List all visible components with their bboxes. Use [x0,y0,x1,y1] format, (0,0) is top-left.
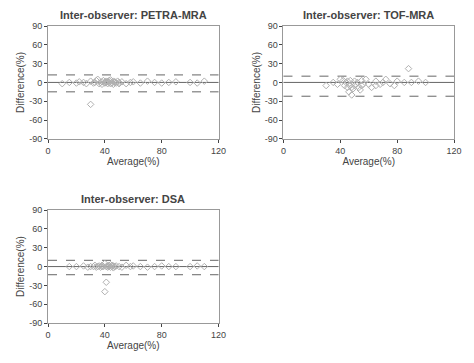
svg-text:40: 40 [335,146,345,156]
svg-text:0: 0 [45,146,50,156]
svg-text:Difference(%): Difference(%) [251,52,262,113]
svg-text:Average(%): Average(%) [107,156,160,167]
svg-text:0: 0 [37,262,42,272]
svg-text:-30: -30 [29,96,42,106]
svg-text:30: 30 [268,59,278,69]
svg-text:-90: -90 [29,318,42,328]
svg-text:80: 80 [157,330,167,340]
svg-text:80: 80 [157,146,167,156]
svg-text:90: 90 [32,205,42,215]
svg-text:Inter-observer: DSA: Inter-observer: DSA [81,193,185,205]
svg-text:0: 0 [281,146,286,156]
svg-text:90: 90 [268,21,278,31]
svg-text:80: 80 [392,146,402,156]
svg-text:0: 0 [45,330,50,340]
svg-text:-90: -90 [29,134,42,144]
svg-text:120: 120 [211,146,226,156]
svg-text:Difference(%): Difference(%) [15,236,26,297]
svg-text:Inter-observer: PETRA-MRA: Inter-observer: PETRA-MRA [60,9,207,21]
svg-text:60: 60 [32,224,42,234]
svg-text:-60: -60 [29,299,42,309]
svg-text:Difference(%): Difference(%) [15,52,26,113]
svg-text:120: 120 [446,146,461,156]
svg-text:40: 40 [100,330,110,340]
svg-text:60: 60 [268,40,278,50]
svg-text:90: 90 [32,21,42,31]
svg-text:40: 40 [100,146,110,156]
svg-text:Average(%): Average(%) [342,156,395,167]
svg-text:30: 30 [32,59,42,69]
svg-text:0: 0 [273,78,278,88]
svg-text:-30: -30 [265,96,278,106]
svg-text:Average(%): Average(%) [107,340,160,351]
svg-text:-30: -30 [29,281,42,291]
svg-text:0: 0 [37,78,42,88]
svg-text:-60: -60 [29,115,42,125]
svg-text:-90: -90 [265,134,278,144]
svg-text:30: 30 [32,243,42,253]
svg-text:120: 120 [211,330,226,340]
svg-text:Inter-observer: TOF-MRA: Inter-observer: TOF-MRA [303,9,434,21]
svg-text:60: 60 [32,40,42,50]
svg-text:-60: -60 [265,115,278,125]
